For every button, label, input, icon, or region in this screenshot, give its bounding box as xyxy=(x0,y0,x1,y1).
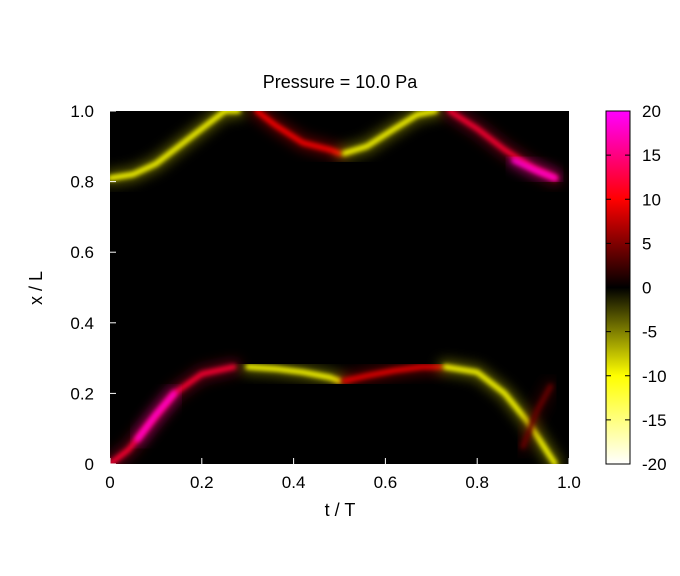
colorbar-tick-label: 10 xyxy=(642,190,661,209)
x-axis: 0 0.2 0.4 0.6 0.8 1.0 xyxy=(105,458,581,492)
colorbar-axis: 20 15 10 5 0 -5 -10 -15 -20 xyxy=(606,102,667,474)
plot-area xyxy=(110,111,569,464)
heatmap-feature xyxy=(341,111,439,156)
x-tick-label: 0 xyxy=(105,473,114,492)
y-axis-label: x / L xyxy=(26,271,46,305)
y-tick-label: 1.0 xyxy=(70,102,94,121)
y-tick-label: 0.6 xyxy=(70,243,94,262)
colorbar-tick-label: -15 xyxy=(642,411,667,430)
x-tick-label: 0.2 xyxy=(190,473,214,492)
colorbar-tick-label: 5 xyxy=(642,234,651,253)
y-tick-label: 0.2 xyxy=(70,384,94,403)
y-tick-label: 0.8 xyxy=(70,173,94,192)
heatmap-feature xyxy=(135,390,177,442)
x-tick-label: 0.6 xyxy=(374,473,398,492)
x-axis-label: t / T xyxy=(325,500,356,520)
heatmap-feature xyxy=(245,364,342,384)
heatmap-features xyxy=(110,111,567,464)
colorbar-tick-label: -10 xyxy=(642,367,667,386)
heatmap-feature xyxy=(254,111,342,156)
colorbar-tick-label: 20 xyxy=(642,102,661,121)
x-tick-label: 0.8 xyxy=(465,473,489,492)
heatmap-feature xyxy=(341,364,443,384)
y-tick-label: 0 xyxy=(85,455,94,474)
x-tick-label: 0.4 xyxy=(282,473,306,492)
heatmap-feature xyxy=(442,364,558,464)
heatmap-feature xyxy=(520,383,554,449)
colorbar-tick-label: -5 xyxy=(642,323,657,342)
colorbar-tick-label: 0 xyxy=(642,279,651,298)
colorbar-tick-label: 15 xyxy=(642,146,661,165)
y-tick-label: 0.4 xyxy=(70,314,94,333)
colorbar-tick-label: -20 xyxy=(642,455,667,474)
y-axis: 0 0.2 0.4 0.6 0.8 1.0 xyxy=(70,102,116,474)
x-tick-label: 1.0 xyxy=(557,473,581,492)
chart-title: Pressure = 10.0 Pa xyxy=(263,72,419,92)
